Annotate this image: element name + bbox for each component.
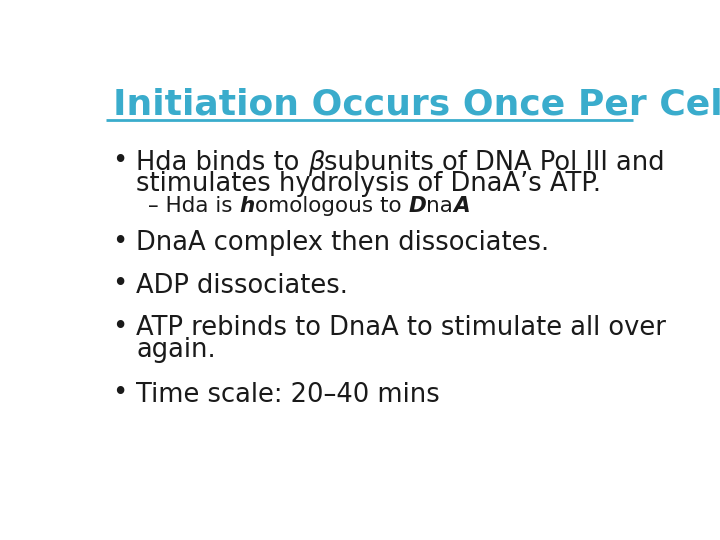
Text: A: A [453, 195, 469, 215]
Text: Initiation Occurs Once Per Cell Cycle: Initiation Occurs Once Per Cell Cycle [113, 88, 720, 122]
Text: DnaA complex then dissociates.: DnaA complex then dissociates. [137, 231, 549, 256]
Text: omologous to: omologous to [255, 195, 408, 215]
Text: ATP rebinds to DnaA to stimulate all over: ATP rebinds to DnaA to stimulate all ove… [137, 315, 667, 341]
Text: – Hda is: – Hda is [148, 195, 240, 215]
Text: ADP dissociates.: ADP dissociates. [137, 273, 348, 299]
Text: Hda binds to: Hda binds to [137, 150, 308, 176]
Text: stimulates hydrolysis of DnaA’s ATP.: stimulates hydrolysis of DnaA’s ATP. [137, 171, 601, 197]
Text: •: • [112, 314, 127, 340]
Text: β: β [308, 150, 325, 176]
Text: D: D [408, 195, 426, 215]
Text: na: na [426, 195, 453, 215]
Text: again.: again. [137, 336, 216, 363]
Text: •: • [112, 381, 127, 407]
Text: •: • [112, 148, 127, 174]
Text: Time scale: 20–40 mins: Time scale: 20–40 mins [137, 382, 440, 408]
Text: •: • [112, 229, 127, 255]
Text: subunits of DNA Pol III and: subunits of DNA Pol III and [325, 150, 665, 176]
Text: h: h [240, 195, 255, 215]
Text: •: • [112, 271, 127, 297]
